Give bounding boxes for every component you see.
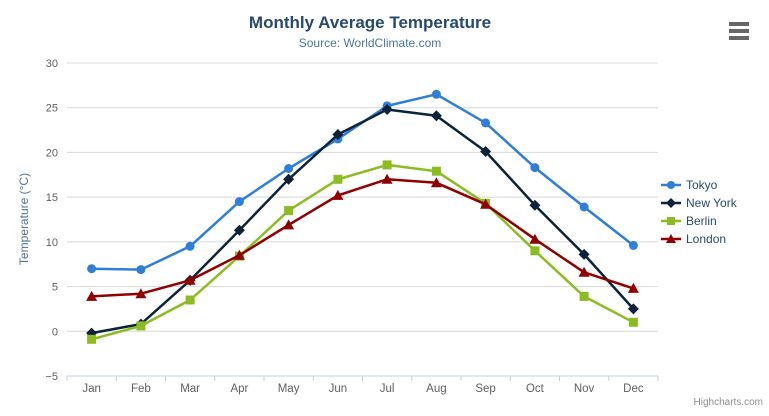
data-point-marker [87,264,97,274]
series-tokyo[interactable] [87,89,638,275]
chart-title: Monthly Average Temperature [248,13,492,32]
data-point-marker [234,197,244,207]
y-tick-label: 0 [52,326,58,338]
data-point-marker [381,173,393,184]
y-tick-label: 15 [46,192,58,204]
data-point-marker [284,164,294,173]
data-point-marker [431,166,441,176]
legend-marker-triangle-icon [661,234,681,243]
data-point-marker [667,181,675,189]
data-point-marker [529,233,541,244]
data-point-marker [628,240,638,250]
y-tick-label: 10 [46,237,58,249]
data-point-marker [667,217,675,225]
data-point-marker [578,266,590,277]
data-point-marker [627,282,639,293]
data-point-marker [530,163,540,173]
legend-marker-circle-icon [661,181,681,189]
legend-item-tokyo[interactable]: Tokyo [661,176,737,194]
legend-item-new-york[interactable]: New York [661,194,737,212]
credits-link[interactable]: Highcharts.com [693,397,763,408]
series-line-berlin [90,163,635,341]
x-tick-label: Feb [131,383,151,395]
data-point-marker [578,248,590,260]
series-line-new-york [90,108,635,335]
data-point-marker [480,198,492,209]
legend-marker-square-icon [661,217,681,225]
legend-marker-diamond-icon [661,198,681,208]
data-point-marker [185,295,195,305]
series-line-tokyo [90,93,635,271]
x-tick-label: Jan [82,383,101,395]
chart-subtitle: Source: WorldClimate.com [298,36,442,50]
data-point-marker [481,118,491,128]
x-tick-label: Apr [230,383,248,395]
y-tick-label: 30 [46,58,58,70]
data-point-marker [185,241,195,251]
data-point-marker [283,173,295,185]
y-tick-label: −5 [45,371,58,383]
data-point-marker [284,206,294,216]
legend-label: Tokyo [686,178,718,192]
export-menu-button[interactable] [727,19,755,43]
data-point-marker [233,224,245,236]
series-london[interactable] [86,173,639,301]
x-tick-label: Jul [380,383,395,395]
data-point-marker [87,334,97,344]
data-point-marker [86,290,98,301]
legend: Tokyo New York Berlin London [661,176,737,248]
data-point-marker [530,246,540,256]
data-point-marker [184,274,196,285]
data-point-marker [333,174,343,184]
legend-item-berlin[interactable]: Berlin [661,212,737,230]
x-tick-label: May [278,383,300,395]
data-point-marker [480,146,492,157]
legend-label: Berlin [686,214,717,228]
data-point-marker [430,110,442,122]
data-point-marker [628,317,638,327]
data-point-marker [431,89,441,99]
y-tick-label: 5 [52,282,58,294]
data-point-marker [233,249,245,260]
data-point-marker [529,199,541,211]
data-point-marker [627,303,639,315]
data-point-marker [666,234,676,243]
y-tick-label: 20 [46,147,58,159]
x-tick-label: Dec [623,383,644,395]
data-point-marker [283,219,295,230]
data-point-marker [579,202,589,212]
x-tick-label: Sep [475,383,495,395]
data-point-marker [381,104,393,115]
data-point-marker [332,129,344,140]
data-point-marker [579,291,589,301]
legend-item-london[interactable]: London [661,230,737,248]
legend-label: New York [686,196,737,210]
x-tick-label: Mar [180,383,200,395]
series-berlin[interactable] [87,160,638,344]
series-line-london [90,178,635,298]
x-tick-label: Jun [329,383,348,395]
data-point-marker [135,288,147,299]
data-point-marker [382,160,392,170]
x-tick-label: Oct [526,383,545,395]
legend-label: London [686,232,727,246]
data-point-marker [666,198,676,208]
data-point-marker [430,177,442,188]
data-point-marker [136,265,146,275]
data-point-marker [136,321,146,331]
series-new-york[interactable] [86,104,639,339]
data-point-marker [332,189,344,200]
y-tick-label: 25 [46,103,58,115]
x-tick-label: Nov [574,383,595,395]
x-tick-label: Aug [426,383,446,395]
